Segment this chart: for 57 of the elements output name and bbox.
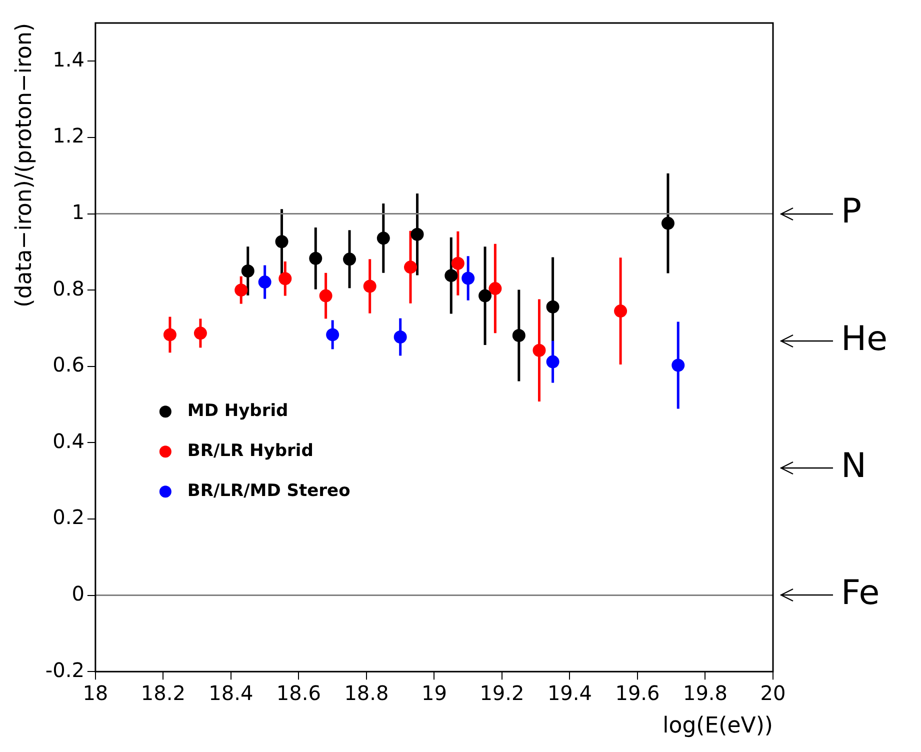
- legend-label: BR/LR Hybrid: [187, 441, 314, 462]
- x-axis-title: log(E(eV)): [662, 714, 773, 739]
- point: [410, 228, 424, 241]
- y-tick-label: 1.4: [52, 47, 84, 72]
- point: [326, 328, 340, 342]
- y-tick-label: -0.2: [45, 658, 84, 682]
- point: [546, 355, 560, 368]
- ref-line-label: P: [841, 192, 862, 232]
- point: [194, 326, 207, 340]
- point: [343, 252, 356, 266]
- point: [363, 280, 376, 293]
- point: [234, 284, 248, 297]
- y-tick-label: 0.8: [52, 276, 84, 300]
- point: [275, 235, 288, 248]
- point: [258, 276, 272, 289]
- y-axis-title: (data−iron)/(proton−iron): [12, 23, 37, 308]
- point: [478, 289, 492, 302]
- point: [278, 272, 292, 286]
- point: [309, 252, 322, 265]
- x-tick-label: 19.8: [682, 680, 728, 705]
- x-tick-label: 18.2: [140, 680, 186, 705]
- x-tick-label: 18: [82, 680, 108, 705]
- x-tick-label: 20: [760, 680, 786, 705]
- point: [319, 289, 332, 302]
- y-tick-label: 0.2: [52, 505, 84, 530]
- point: [661, 216, 674, 230]
- ref-line-label: Fe: [841, 573, 880, 614]
- y-tick-label: 0.6: [52, 352, 84, 377]
- point: [241, 264, 254, 278]
- point: [614, 304, 628, 318]
- x-tick-label: 19.2: [480, 680, 524, 705]
- point: [163, 328, 176, 342]
- x-tick-label: 19.6: [615, 680, 660, 705]
- x-tick-label: 18.6: [276, 680, 321, 705]
- text: N: [841, 446, 866, 486]
- point: [376, 232, 390, 245]
- point: [546, 300, 560, 314]
- x-tick-label: 19: [421, 680, 447, 705]
- point: [404, 260, 417, 274]
- y-tick-label: 0: [72, 581, 84, 606]
- point: [462, 272, 475, 285]
- point: [672, 358, 685, 372]
- point: [394, 330, 407, 344]
- y-tick-label: 1.2: [52, 124, 84, 148]
- x-tick-label: 18.8: [344, 680, 389, 705]
- y-tick-label: 0.4: [52, 428, 84, 453]
- x-tick-label: 18.4: [208, 680, 254, 705]
- point: [451, 256, 464, 270]
- legend-label: MD Hybrid: [187, 401, 288, 422]
- y-tick-label: 1: [72, 200, 84, 224]
- point: [488, 282, 502, 296]
- point: [532, 344, 546, 357]
- legend-label: BR/LR/MD Stereo: [187, 481, 350, 502]
- point: [444, 269, 458, 282]
- x-tick-label: 19.4: [547, 680, 592, 705]
- point: [512, 328, 526, 342]
- text: He: [841, 318, 888, 359]
